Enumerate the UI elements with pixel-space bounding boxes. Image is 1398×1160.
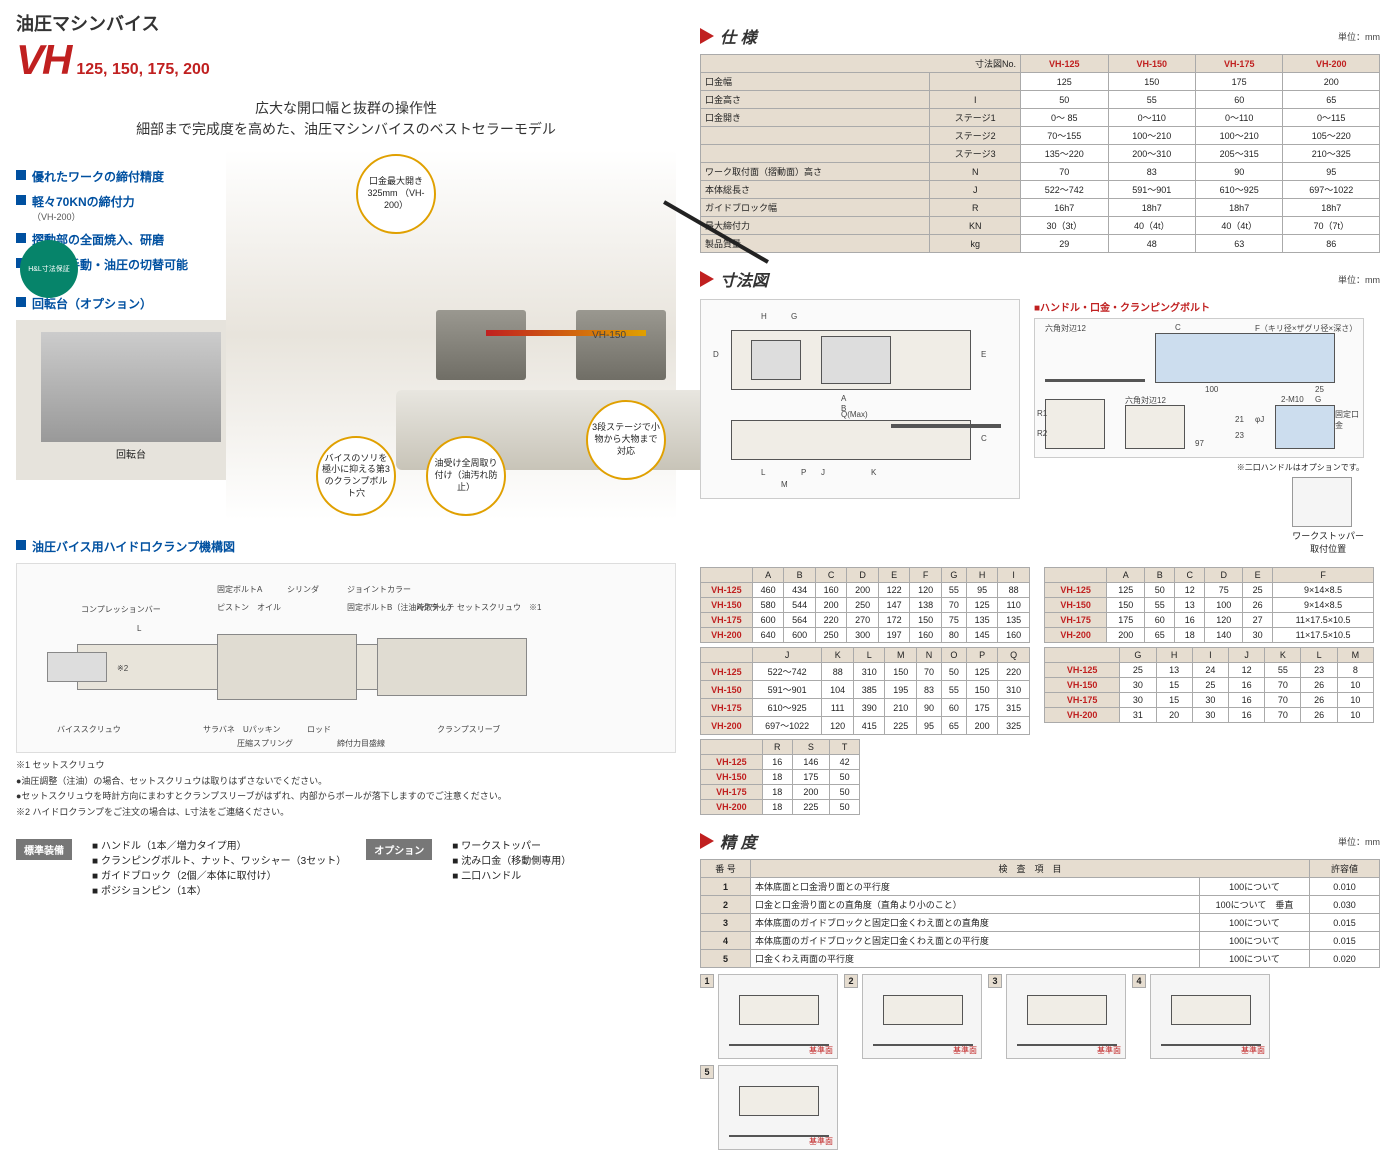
- vise-photo: [396, 270, 716, 470]
- right-column: 仕 様単位：mm 寸法図No.VH-125VH-150VH-175VH-200口…: [700, 10, 1380, 1150]
- spec-table: 寸法図No.VH-125VH-150VH-175VH-200口金幅1251501…: [700, 54, 1380, 253]
- dim-table-4: ABCDEFVH-125125501275259×14×8.5VH-150150…: [1044, 567, 1374, 643]
- guarantee-badge: H&L寸法保証: [20, 240, 78, 298]
- accuracy-diagram-4: 基準面: [1150, 974, 1270, 1059]
- spec-head: 仕 様: [720, 24, 756, 48]
- model-code: VH: [16, 36, 70, 84]
- accuracy-diagrams: 1基準面2基準面3基準面4基準面5基準面: [700, 974, 1380, 1150]
- accuracy-table: 番 号検 査 項 目許容値1本体底面と口金滑り面との平行度100について0.01…: [700, 859, 1380, 968]
- callout-clamp-bolt: バイスのソリを極小に抑える第3のクランプボルト穴: [316, 436, 396, 516]
- option-box: 回転台: [16, 320, 246, 480]
- rotary-table-photo: [41, 332, 221, 442]
- model-sizes: 125, 150, 175, 200: [76, 61, 209, 79]
- bottom-equipment: 標準装備 ハンドル（1本／増力タイプ用）クランピングボルト、ナット、ワッシャー（…: [16, 839, 676, 899]
- accuracy-diagram-2: 基準面: [862, 974, 982, 1059]
- callout-opening: 口金最大開き 325mm （VH-200）: [356, 154, 436, 234]
- title-block: 油圧マシンバイス VH 125, 150, 175, 200: [16, 10, 676, 84]
- feature-item: 優れたワークの締付精度: [16, 168, 216, 185]
- opt-list: ワークストッパー沈み口金（移動側専用）二口ハンドル: [452, 839, 571, 884]
- std-list: ハンドル（1本／増力タイプ用）クランピングボルト、ナット、ワッシャー（3セット）…: [92, 839, 346, 899]
- dim-table-5: GHIJKLMVH-1252513241255238VH-15030152516…: [1044, 647, 1374, 723]
- product-hero: 口金最大開き 325mm （VH-200） VH-150 バイスのソリを極小に抑…: [226, 150, 676, 520]
- feature-item: 軽々70KNの締付力（VH-200）: [16, 193, 216, 223]
- opt-label: オプション: [366, 839, 432, 860]
- std-label: 標準装備: [16, 839, 72, 860]
- dim-table-2: JKLMNOPQVH-125522～742883101507050125220V…: [700, 647, 1030, 735]
- dim-drawing-top: H G D A B J Q(Max) E C L M P K: [700, 299, 1020, 499]
- acc-head: 精 度: [720, 829, 756, 853]
- jp-title: 油圧マシンバイス: [16, 10, 210, 36]
- hydro-clamp-diagram: コンプレッションバー 固定ボルトA シリンダ ジョイントカラー ピストン オイル…: [16, 563, 676, 753]
- callout-oil: 油受け全周取り付け（油汚れ防止）: [426, 436, 506, 516]
- handle-jaw-drawing: 六角対辺12 C F（キリ径×ザグリ径×深さ） 100 25 R1 R2 六角対…: [1034, 318, 1364, 458]
- dim-table-3: RSTVH-1251614642VH-1501817550VH-17518200…: [700, 739, 860, 815]
- mech-head: 油圧バイス用ハイドロクランプ機構図: [32, 538, 235, 555]
- accuracy-diagram-5: 基準面: [718, 1065, 838, 1150]
- tagline: 広大な開口幅と抜群の操作性 細部まで完成度を高めた、油圧マシンバイスのベストセラ…: [16, 98, 676, 140]
- accuracy-diagram-3: 基準面: [1006, 974, 1126, 1059]
- dim-table-1: ABCDEFGHIVH-125460434160200122120559588V…: [700, 567, 1030, 643]
- dim-sub-head: ■ハンドル・口金・クランピングボルト: [1034, 299, 1364, 314]
- mech-notes: ※1 セットスクリュウ●油圧調整（注油）の場合、セットスクリュウは取りはずさない…: [16, 759, 676, 819]
- dim-head: 寸法図: [720, 267, 768, 291]
- left-column: 油圧マシンバイス VH 125, 150, 175, 200 広大な開口幅と抜群…: [16, 10, 676, 1150]
- callout-stage: 3段ステージで小物から大物まで対応: [586, 400, 666, 480]
- accuracy-diagram-1: 基準面: [718, 974, 838, 1059]
